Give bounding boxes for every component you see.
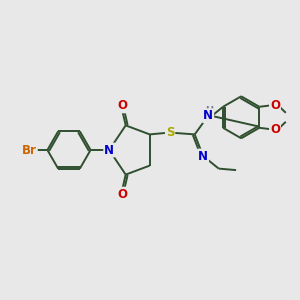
Text: O: O — [270, 123, 280, 136]
Text: H: H — [205, 106, 213, 116]
Text: Br: Br — [22, 143, 37, 157]
Text: S: S — [166, 126, 174, 140]
Text: N: N — [198, 149, 208, 163]
Text: O: O — [270, 99, 280, 112]
Text: N: N — [104, 143, 114, 157]
Text: O: O — [117, 99, 127, 112]
Text: N: N — [203, 109, 213, 122]
Text: O: O — [117, 188, 127, 201]
